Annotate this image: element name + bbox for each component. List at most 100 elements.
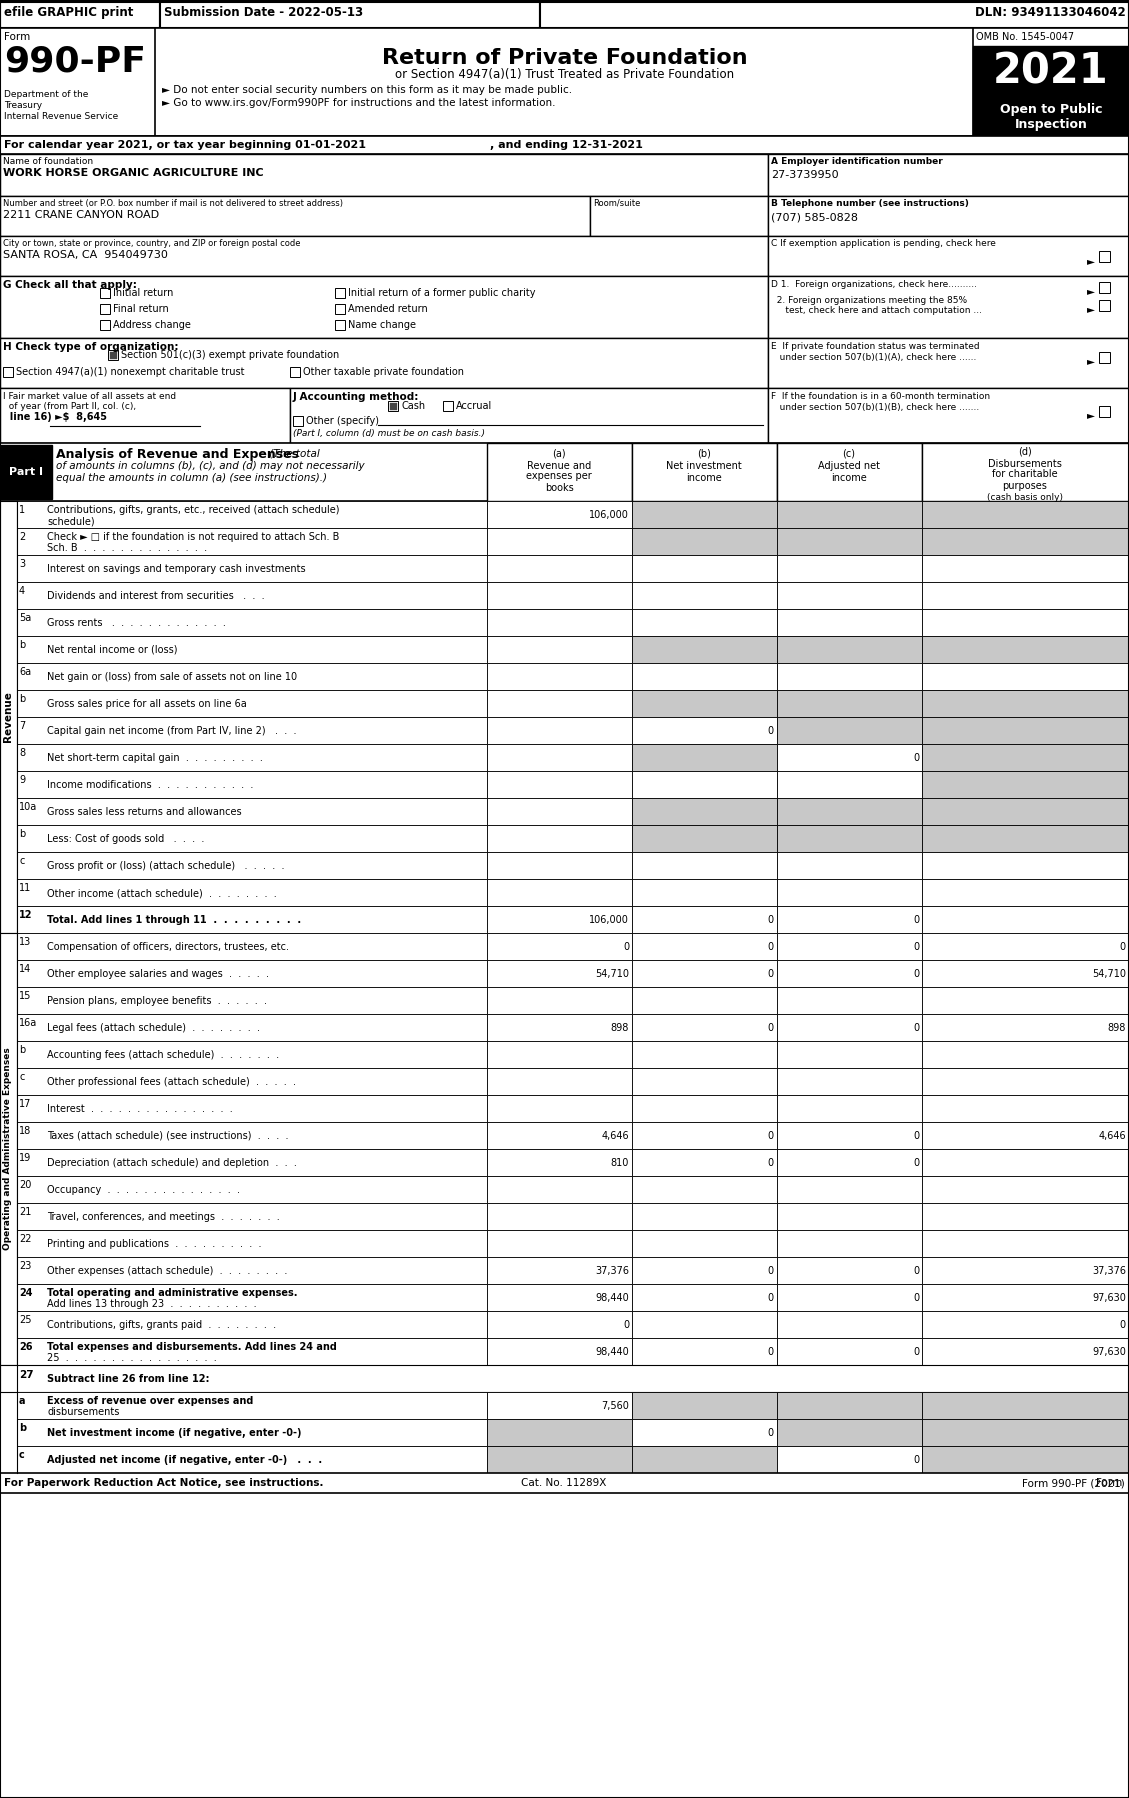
Text: income: income — [831, 473, 867, 484]
Bar — [487, 556, 632, 583]
Text: (Part I, column (d) must be on cash basis.): (Part I, column (d) must be on cash basi… — [294, 430, 485, 439]
Bar — [17, 502, 487, 529]
Text: a: a — [19, 1395, 26, 1406]
Bar — [487, 690, 632, 717]
Text: Form: Form — [5, 32, 30, 41]
Bar — [922, 1122, 1129, 1149]
Text: Net investment: Net investment — [666, 460, 742, 471]
Bar — [443, 401, 453, 412]
Bar — [487, 852, 632, 879]
Text: ►: ► — [1087, 304, 1095, 315]
Bar — [632, 1257, 777, 1284]
Text: 6a: 6a — [19, 667, 32, 678]
Text: 0: 0 — [768, 1131, 774, 1142]
Text: b: b — [19, 640, 25, 651]
Bar — [487, 987, 632, 1014]
Bar — [922, 852, 1129, 879]
Bar — [17, 556, 487, 583]
Text: b: b — [19, 694, 25, 705]
Bar — [388, 401, 399, 412]
Bar — [17, 960, 487, 987]
Bar — [487, 906, 632, 933]
Bar — [17, 1419, 487, 1446]
Bar — [922, 1284, 1129, 1311]
Bar — [768, 236, 1129, 277]
Bar — [100, 288, 110, 298]
Bar — [110, 351, 116, 358]
Text: for charitable: for charitable — [992, 469, 1058, 478]
Text: Other employee salaries and wages  .  .  .  .  .: Other employee salaries and wages . . . … — [47, 969, 269, 978]
Text: 20: 20 — [19, 1179, 32, 1190]
Text: Address change: Address change — [113, 320, 191, 331]
Bar — [777, 690, 922, 717]
Text: Other (specify): Other (specify) — [306, 415, 379, 426]
Text: Gross rents   .  .  .  .  .  .  .  .  .  .  .  .  .: Gross rents . . . . . . . . . . . . . — [47, 619, 226, 628]
Bar — [922, 744, 1129, 771]
Text: Other income (attach schedule)  .  .  .  .  .  .  .  .: Other income (attach schedule) . . . . .… — [47, 888, 277, 897]
Bar — [0, 1365, 1129, 1392]
Bar — [632, 636, 777, 663]
Bar — [0, 502, 17, 933]
Text: 898: 898 — [1108, 1023, 1126, 1034]
Bar — [922, 717, 1129, 744]
Bar — [17, 1338, 487, 1365]
Bar — [17, 1068, 487, 1095]
Bar — [487, 502, 632, 529]
Bar — [632, 744, 777, 771]
Text: Initial return of a former public charity: Initial return of a former public charit… — [348, 288, 535, 298]
Text: (d): (d) — [1018, 448, 1032, 457]
Text: 54,710: 54,710 — [595, 969, 629, 978]
Text: (The total: (The total — [266, 448, 320, 458]
Text: 0: 0 — [913, 942, 919, 951]
Text: 0: 0 — [913, 1023, 919, 1034]
Text: 7: 7 — [19, 721, 25, 732]
Text: Section 4947(a)(1) nonexempt charitable trust: Section 4947(a)(1) nonexempt charitable … — [16, 367, 245, 378]
Text: 0: 0 — [913, 1158, 919, 1169]
Bar — [17, 852, 487, 879]
Text: Section 501(c)(3) exempt private foundation: Section 501(c)(3) exempt private foundat… — [121, 351, 339, 360]
Text: Revenue and: Revenue and — [527, 460, 592, 471]
Text: DLN: 93491133046042: DLN: 93491133046042 — [975, 5, 1126, 20]
Text: 8: 8 — [19, 748, 25, 759]
Text: 0: 0 — [768, 1023, 774, 1034]
Bar — [17, 1446, 487, 1473]
Bar — [0, 196, 590, 236]
Bar — [487, 1338, 632, 1365]
Bar — [777, 852, 922, 879]
Bar — [17, 610, 487, 636]
Text: 23: 23 — [19, 1260, 32, 1271]
Bar — [922, 1068, 1129, 1095]
Text: 0: 0 — [913, 753, 919, 762]
Text: 2021: 2021 — [994, 50, 1109, 93]
Text: 97,630: 97,630 — [1092, 1293, 1126, 1304]
Bar — [922, 1392, 1129, 1419]
Text: 10a: 10a — [19, 802, 37, 813]
Text: Accrual: Accrual — [456, 401, 492, 412]
Text: 4,646: 4,646 — [602, 1131, 629, 1142]
Bar — [487, 1419, 632, 1446]
Text: Sch. B  .  .  .  .  .  .  .  .  .  .  .  .  .  .: Sch. B . . . . . . . . . . . . . . — [47, 543, 207, 554]
Bar — [777, 1176, 922, 1203]
Bar — [777, 1068, 922, 1095]
Bar — [17, 1392, 487, 1419]
Bar — [922, 933, 1129, 960]
Bar — [777, 1014, 922, 1041]
Bar — [777, 636, 922, 663]
Text: Disbursements: Disbursements — [988, 458, 1062, 469]
Bar — [487, 771, 632, 798]
Text: I Fair market value of all assets at end: I Fair market value of all assets at end — [3, 392, 176, 401]
Text: 7,560: 7,560 — [601, 1401, 629, 1411]
Text: 19: 19 — [19, 1153, 32, 1163]
Bar — [922, 1014, 1129, 1041]
Text: schedule): schedule) — [47, 516, 95, 527]
Text: Gross sales less returns and allowances: Gross sales less returns and allowances — [47, 807, 242, 816]
Bar — [487, 1203, 632, 1230]
Text: (a): (a) — [552, 450, 566, 458]
Text: Department of the: Department of the — [5, 90, 88, 99]
Bar — [777, 1338, 922, 1365]
Text: c: c — [19, 856, 25, 867]
Bar — [777, 960, 922, 987]
Bar — [922, 1257, 1129, 1284]
Bar — [487, 1392, 632, 1419]
Bar — [777, 556, 922, 583]
